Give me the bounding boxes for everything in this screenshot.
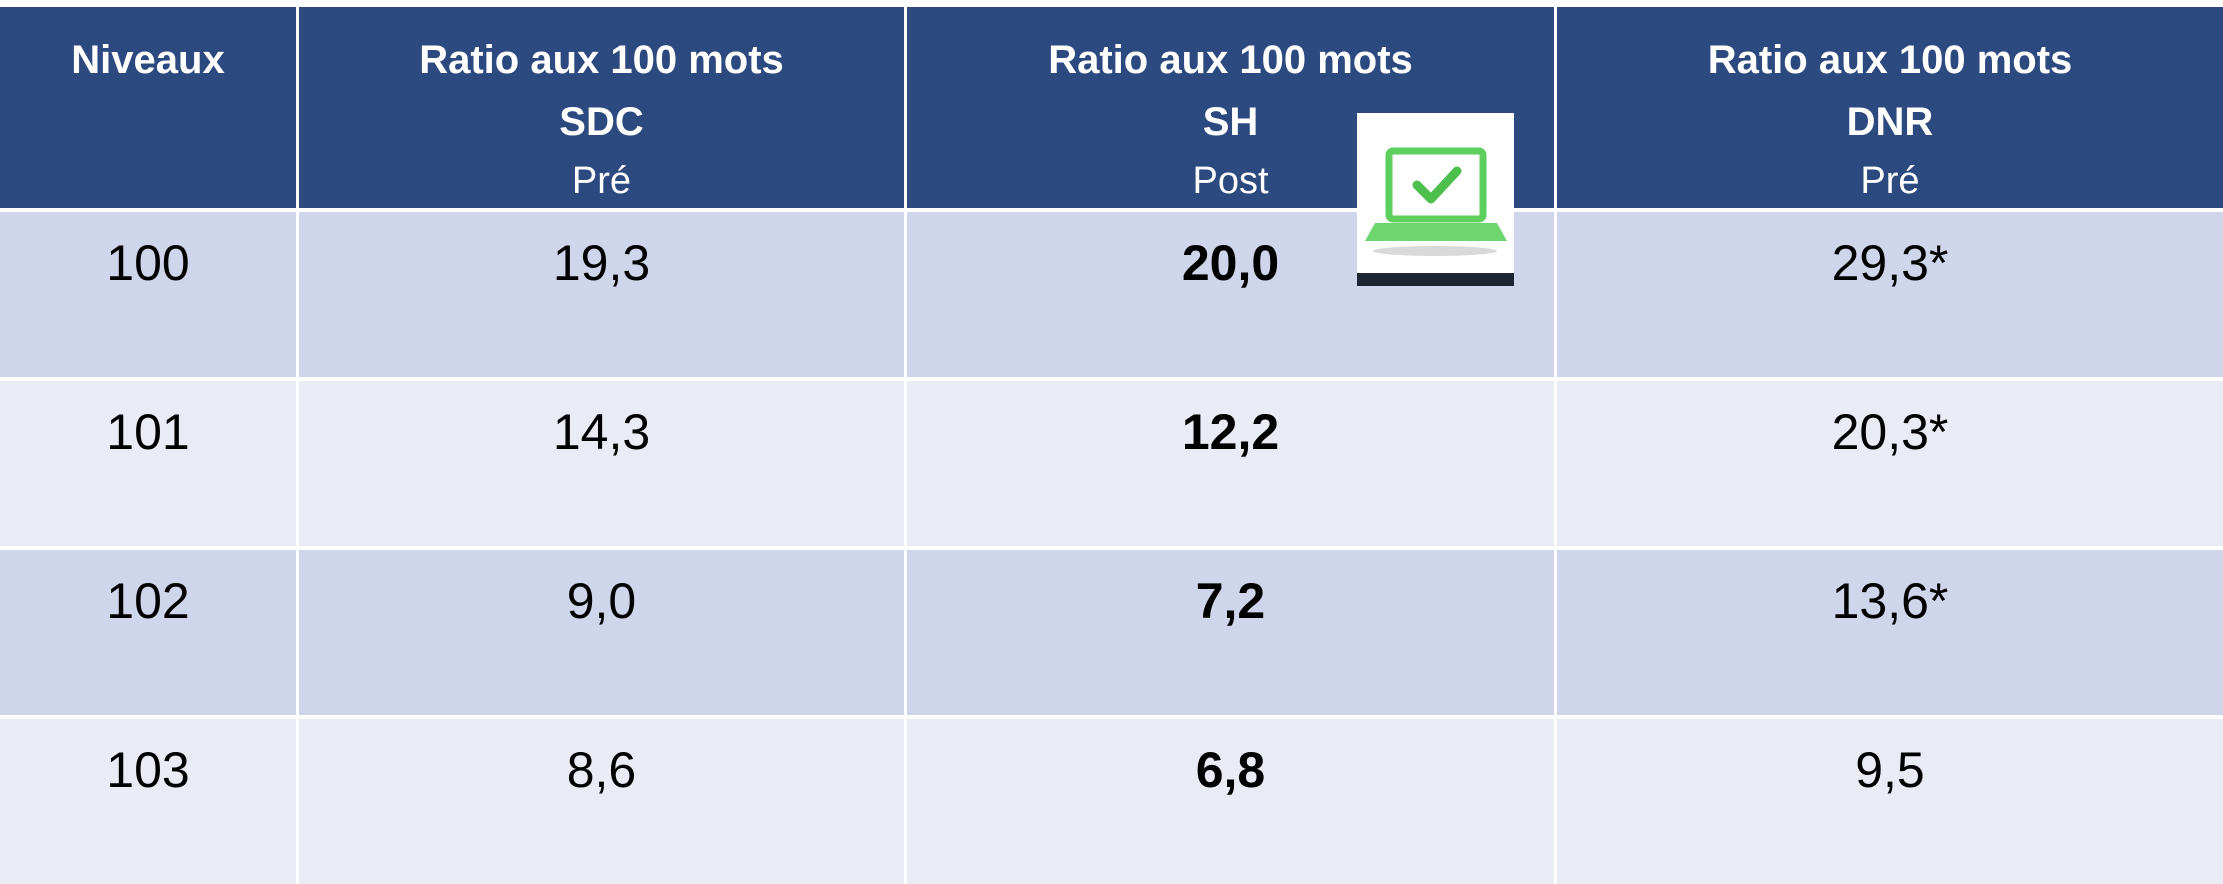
header-cell: Ratio aux 100 mots SDC Pré (299, 7, 904, 208)
header-text: SDC (559, 100, 644, 144)
header-text: Post (1192, 160, 1269, 202)
table-cell: 7,2 (907, 550, 1554, 715)
table-cell: 9,5 (1557, 719, 2223, 884)
header-cell: Niveaux (0, 7, 296, 208)
header-text: Ratio aux 100 mots (1048, 38, 1413, 82)
header-text: Ratio aux 100 mots (1707, 38, 2073, 82)
laptop-icon (1357, 113, 1514, 286)
table-cell: 19,3 (299, 212, 904, 377)
table: Niveaux Ratio aux 100 mots SDC Pré Ratio aux… (0, 7, 2223, 884)
header-text: SH (1202, 100, 1259, 144)
table-cell: 20,3* (1557, 381, 2223, 546)
table-cell: 8,6 (299, 719, 904, 884)
table-cell: 20,0 (907, 212, 1554, 377)
table-cell: 103 (0, 719, 296, 884)
header-text: Pré (1860, 160, 1920, 202)
header-text: Ratio aux 100 mots (419, 38, 784, 82)
table-cell: 29,3* (1557, 212, 2223, 377)
header-text: Niveaux (71, 38, 225, 82)
table-cell: 102 (0, 550, 296, 715)
table-cell: 6,8 (907, 719, 1554, 884)
header-text: DNR (1846, 100, 1934, 144)
table-cell: 12,2 (907, 381, 1554, 546)
table-cell: 100 (0, 212, 296, 377)
header-text: Pré (571, 160, 632, 202)
table-cell: 101 (0, 381, 296, 546)
table-cell: 9,0 (299, 550, 904, 715)
table-cell: 13,6* (1557, 550, 2223, 715)
header-cell: Ratio aux 100 mots SH Post (907, 7, 1554, 208)
table-cell: 14,3 (299, 381, 904, 546)
header-cell: Ratio aux 100 mots DNR Pré (1557, 7, 2223, 208)
